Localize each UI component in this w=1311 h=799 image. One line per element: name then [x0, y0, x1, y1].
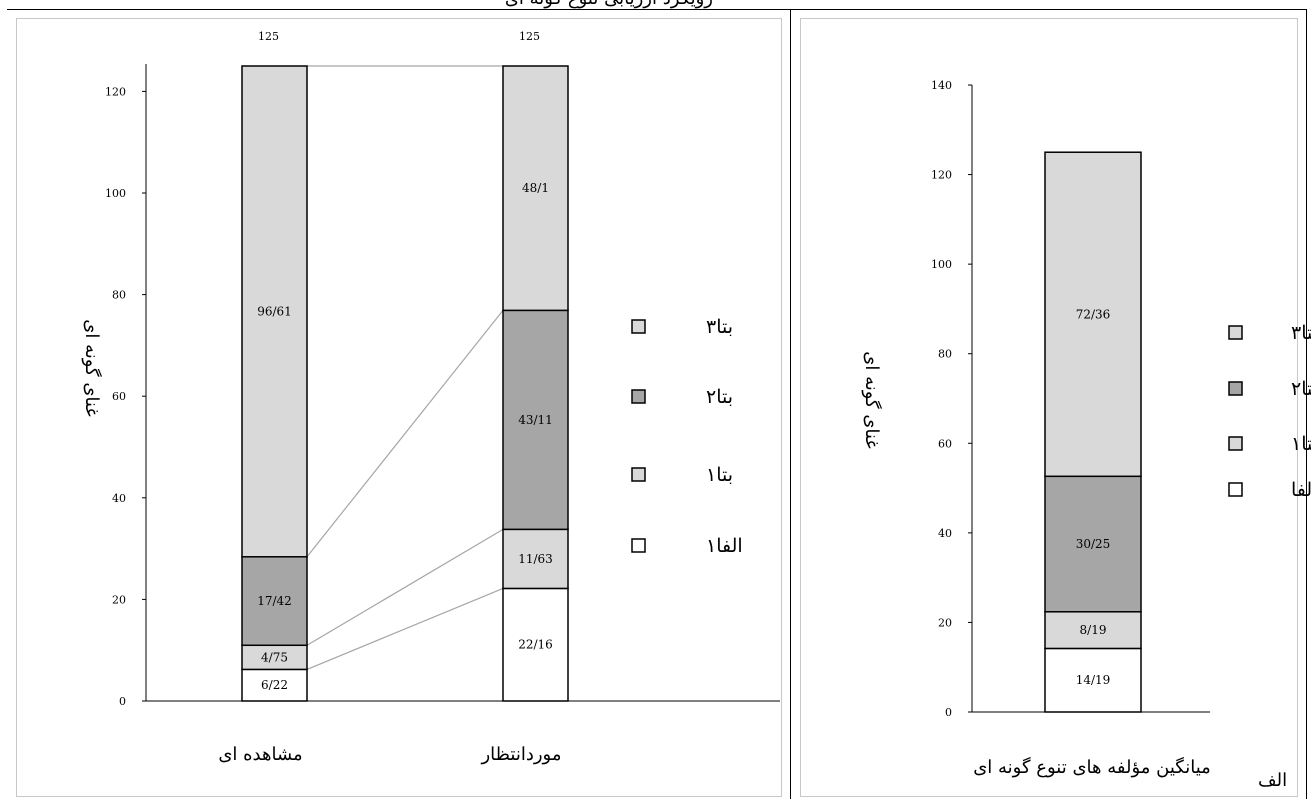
- bar-segment: [502, 587, 569, 702]
- category-label: موردانتظار: [480, 744, 561, 765]
- data-label: 72/36: [1076, 307, 1111, 321]
- y-axis-label: غنای گونه ای: [861, 351, 883, 448]
- legend-label: بتا۱: [706, 464, 733, 486]
- bar-segment: [1044, 647, 1142, 713]
- y-tick-label: 120: [931, 169, 952, 182]
- top-caption-strip: رویکرد ارزیابی تنوع گونه ای: [0, 0, 1311, 10]
- y-tick-label: 100: [105, 187, 126, 200]
- bar-segment: [241, 65, 308, 558]
- connector-line: [306, 587, 504, 670]
- total-label: 125: [519, 30, 540, 43]
- bar-segment: [502, 528, 569, 590]
- y-tick-label: 40: [938, 527, 952, 540]
- y-tick-label: 0: [945, 706, 952, 719]
- data-label: 14/19: [1076, 673, 1111, 687]
- panel-letter: الف: [1258, 770, 1288, 791]
- legend-swatch: [631, 389, 646, 404]
- bar-segment: [1044, 151, 1142, 478]
- data-label: 22/16: [518, 638, 553, 652]
- bar-segment: [502, 309, 569, 531]
- data-label: 43/11: [518, 413, 553, 427]
- data-label: 8/19: [1080, 623, 1107, 637]
- y-tick-label: 120: [105, 85, 126, 98]
- data-label: 4/75: [261, 650, 288, 664]
- y-tick-label: 140: [931, 79, 952, 92]
- legend-label: بتا۳: [1291, 322, 1311, 344]
- legend-swatch: [631, 319, 646, 334]
- panel-divider: [790, 9, 791, 799]
- data-label: 30/25: [1076, 537, 1111, 551]
- y-tick-label: 20: [938, 616, 952, 629]
- frame-right-border: [1306, 9, 1307, 799]
- bar-segment: [1044, 611, 1142, 650]
- category-label: مشاهده ای: [218, 744, 302, 765]
- legend-swatch: [631, 467, 646, 482]
- legend-swatch: [631, 538, 646, 553]
- y-tick-label: 100: [931, 258, 952, 271]
- left-stacked-bar-chart: 0 20 40 60 80 100 120 6/22 4/75 17/42 96/61 125 مشاه…: [81, 30, 780, 765]
- data-label: 11/63: [518, 552, 553, 566]
- y-tick-label: 60: [112, 390, 126, 403]
- figure-frame: [7, 9, 1307, 798]
- data-label: 96/61: [257, 304, 292, 318]
- legend-label: الفا۱: [706, 535, 743, 557]
- legend-label: بتا۲: [706, 386, 733, 408]
- legend-swatch: [1228, 381, 1243, 396]
- x-axis-label: میانگین مؤلفه های تنوع گونه ای: [973, 756, 1211, 778]
- left-chart-area: [16, 18, 782, 797]
- legend-label: آلفا: [1291, 478, 1311, 501]
- y-tick-label: 20: [112, 593, 126, 606]
- bar-segment: [241, 668, 308, 702]
- bar-segment: [502, 65, 569, 312]
- y-tick-label: 80: [938, 348, 952, 361]
- data-label: 17/42: [257, 594, 292, 608]
- legend-swatch: [1228, 325, 1243, 340]
- right-stacked-bar-chart: 0 20 40 60 80 100 120 140 14/19 8/19 30/25 72/36 غنا…: [861, 79, 1311, 778]
- data-label: 48/1: [522, 181, 549, 195]
- y-tick-label: 80: [112, 289, 126, 302]
- bar-segment: [241, 556, 308, 647]
- connector-line: [306, 528, 504, 646]
- y-tick-label: 40: [112, 492, 126, 505]
- legend-label: بتا۲: [1291, 378, 1311, 400]
- total-label: 125: [258, 30, 279, 43]
- bar-segment: [241, 644, 308, 671]
- y-tick-label: 60: [938, 437, 952, 450]
- legend-swatch: [1228, 482, 1243, 497]
- top-caption: رویکرد ارزیابی تنوع گونه ای: [505, 0, 713, 9]
- connector-line: [306, 309, 504, 558]
- y-axis-label: غنای گونه ای: [81, 319, 103, 416]
- legend-label: بتا۱: [1291, 433, 1311, 455]
- legend-label: بتا۳: [706, 316, 733, 338]
- y-tick-label: 0: [119, 695, 126, 708]
- right-chart-area: [800, 18, 1298, 797]
- legend-swatch: [1228, 436, 1243, 451]
- data-label: 6/22: [261, 678, 288, 692]
